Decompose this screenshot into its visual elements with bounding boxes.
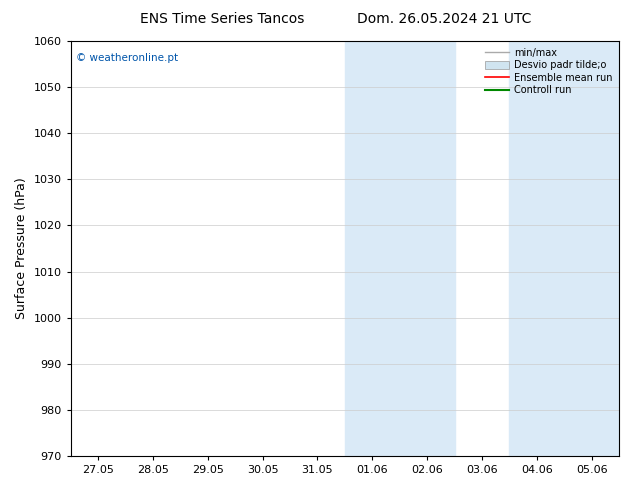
- Text: Dom. 26.05.2024 21 UTC: Dom. 26.05.2024 21 UTC: [356, 12, 531, 26]
- Bar: [509, 41, 619, 456]
- Y-axis label: Surface Pressure (hPa): Surface Pressure (hPa): [15, 178, 28, 319]
- Text: ENS Time Series Tancos: ENS Time Series Tancos: [139, 12, 304, 26]
- Bar: [345, 41, 455, 456]
- Legend: min/max, Desvio padr tilde;o, Ensemble mean run, Controll run: min/max, Desvio padr tilde;o, Ensemble m…: [482, 46, 614, 97]
- Text: © weatheronline.pt: © weatheronline.pt: [76, 53, 178, 64]
